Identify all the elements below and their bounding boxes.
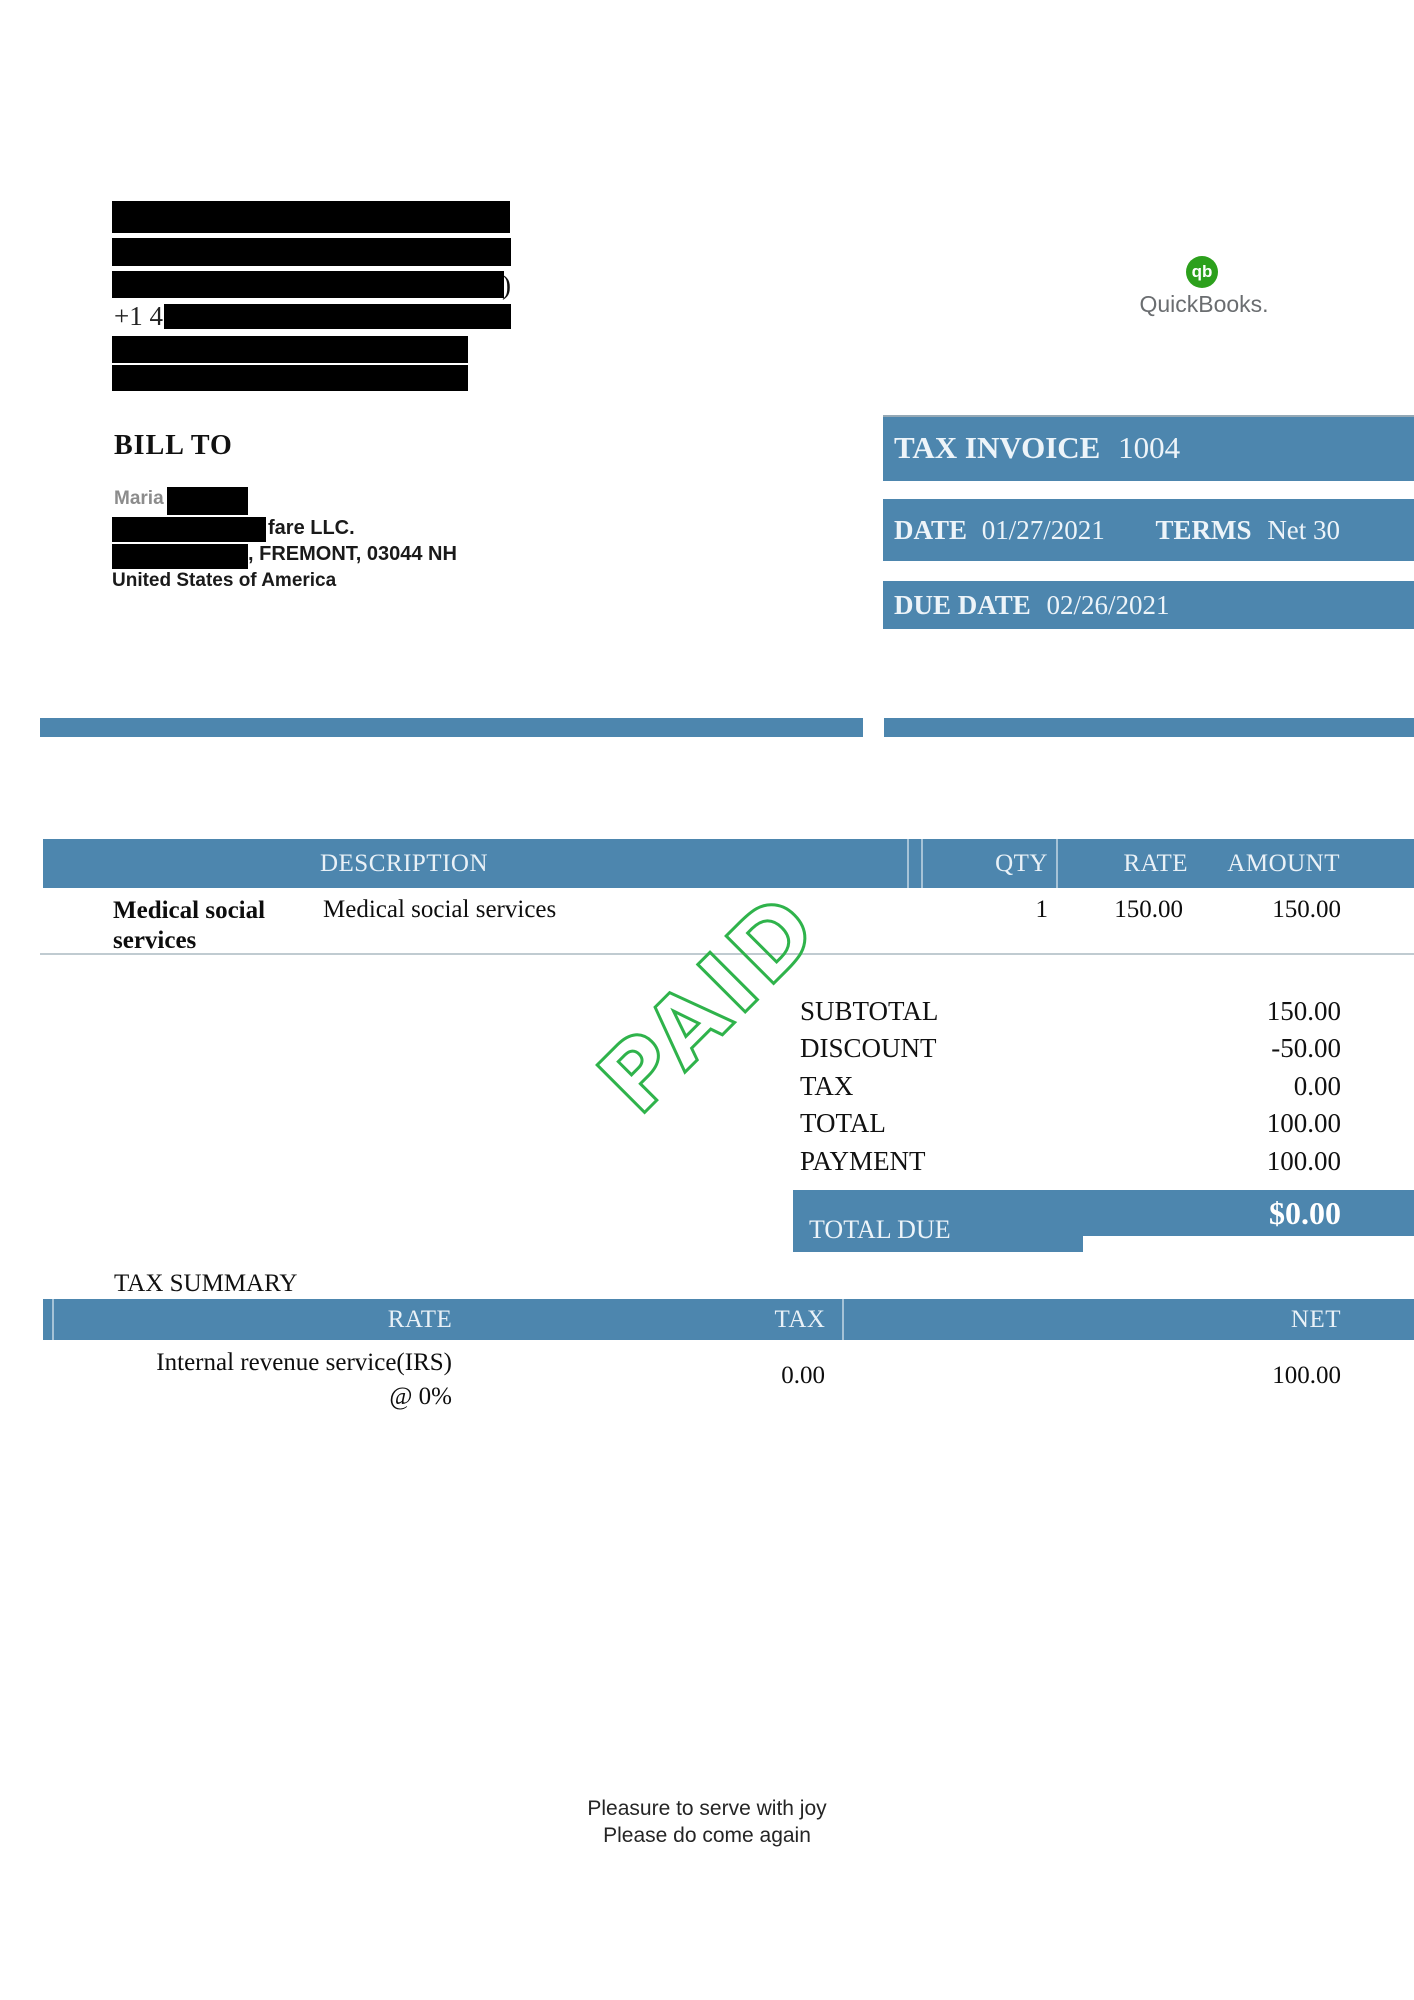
quickbooks-logo-icon: qb: [1186, 256, 1218, 288]
due-date-label: DUE DATE: [894, 590, 1031, 620]
date-value: 01/27/2021: [981, 515, 1105, 545]
total-label: TOTAL: [800, 1108, 886, 1138]
item-name-cell: Medical social services: [113, 897, 266, 954]
bill-to-company-suffix: fare LLC.: [268, 517, 355, 539]
item-rate-cell: 150.00: [1114, 896, 1183, 923]
tax-summary-header: RATE TAX NET: [43, 1299, 1414, 1340]
header-qty: QTY: [995, 850, 1048, 877]
total-value: 100.00: [1266, 1108, 1341, 1138]
phone-prefix: +1 4: [114, 301, 163, 331]
terms-label: TERMS: [1155, 515, 1252, 545]
footer-message-line2: Please do come again: [603, 1824, 811, 1847]
total-due-label-box: TOTAL DUE: [793, 1190, 1083, 1252]
bill-to-title: BILL TO: [114, 430, 233, 461]
tax-value: 0.00: [1293, 1071, 1341, 1101]
header-amount: AMOUNT: [1227, 850, 1340, 877]
item-description-cell: Medical social services: [323, 896, 557, 923]
redacted-website-bar: [112, 365, 468, 391]
total-due-value-box: $0.00: [1083, 1190, 1414, 1236]
invoice-number: 1004: [1118, 430, 1181, 465]
tax-label: TAX: [800, 1071, 854, 1101]
redacted-address-bar-2: [112, 271, 504, 298]
quickbooks-wordmark: QuickBooks.: [1139, 291, 1269, 317]
discount-value: -50.00: [1271, 1033, 1341, 1063]
due-date-value: 02/26/2021: [1046, 590, 1170, 620]
tax-header-separator: [52, 1299, 54, 1340]
subtotal-value: 150.00: [1266, 996, 1341, 1026]
item-amount-cell: 150.00: [1272, 896, 1341, 923]
tax-rate-line1: Internal revenue service(IRS): [156, 1349, 452, 1376]
redacted-phone-bar: [164, 304, 511, 329]
footer-message-line1: Pleasure to serve with joy: [587, 1797, 827, 1820]
tax-header-net: NET: [1290, 1306, 1341, 1333]
subtotal-label: SUBTOTAL: [800, 996, 939, 1026]
invoice-title-bar: TAX INVOICE 1004: [883, 415, 1414, 481]
due-date-bar: DUE DATE 02/26/2021: [883, 581, 1414, 629]
item-qty-cell: 1: [1035, 896, 1049, 923]
bill-to-city-line: , FREMONT, 03044 NH: [248, 543, 457, 565]
items-table-header: DESCRIPTION QTY RATE AMOUNT: [43, 839, 1414, 888]
redacted-company-bar: [112, 517, 266, 542]
header-separator: [907, 839, 909, 888]
tax-rate-line2: @ 0%: [389, 1383, 452, 1410]
divider-bar-left: [40, 718, 863, 737]
total-due-label: TOTAL DUE: [809, 1215, 951, 1244]
tax-header-separator: [842, 1299, 844, 1340]
date-terms-bar: DATE 01/27/2021 TERMS Net 30: [883, 499, 1414, 561]
divider-bar-right: [884, 718, 1414, 737]
tax-rate-cell: Internal revenue service(IRS) @ 0%: [120, 1346, 452, 1414]
payment-label: PAYMENT: [800, 1146, 926, 1176]
redacted-company-name-bar: [112, 201, 510, 233]
total-due-value: $0.00: [1269, 1195, 1341, 1231]
date-label: DATE: [894, 515, 968, 545]
terms-value: Net 30: [1267, 515, 1341, 545]
tax-header-tax: TAX: [774, 1306, 826, 1333]
phone-paren-fragment: ): [502, 270, 511, 300]
payment-value: 100.00: [1266, 1146, 1341, 1176]
redacted-address-bar: [112, 238, 511, 266]
header-separator: [921, 839, 923, 888]
row-divider-rule: [40, 953, 1414, 955]
tax-tax-cell: 0.00: [781, 1362, 825, 1389]
tax-summary-title: TAX SUMMARY: [114, 1270, 298, 1297]
bill-to-name: Maria: [114, 488, 164, 509]
invoice-title-label: TAX INVOICE: [894, 430, 1101, 465]
discount-label: DISCOUNT: [800, 1033, 937, 1063]
tax-header-rate: RATE: [387, 1306, 453, 1333]
redacted-street-bar: [112, 544, 248, 569]
header-separator: [1056, 839, 1058, 888]
tax-net-cell: 100.00: [1272, 1362, 1341, 1389]
header-description: DESCRIPTION: [319, 850, 488, 877]
redacted-surname-bar: [167, 487, 248, 515]
redacted-email-bar: [112, 336, 468, 363]
bill-to-country: United States of America: [112, 570, 337, 591]
header-rate: RATE: [1123, 850, 1188, 877]
